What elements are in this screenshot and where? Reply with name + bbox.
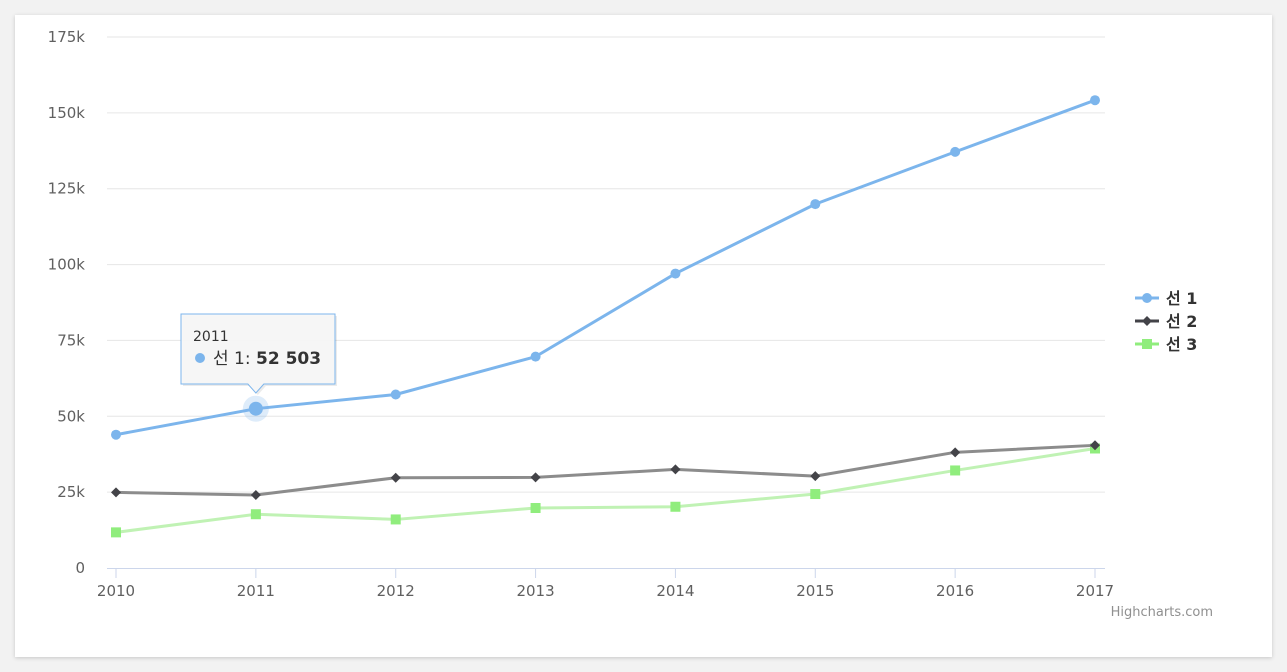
legend-item-1[interactable]: 선 1	[1135, 289, 1197, 308]
legend-item-2[interactable]: 선 2	[1135, 312, 1197, 331]
legend-symbol-marker[interactable]	[1142, 293, 1152, 303]
x-tick-label: 2013	[516, 582, 554, 600]
series-2	[111, 440, 1100, 500]
data-point[interactable]	[810, 199, 821, 210]
legend-label[interactable]: 선 3	[1166, 335, 1197, 354]
x-tick-label: 2016	[936, 582, 974, 600]
y-tick-label: 25k	[57, 483, 85, 501]
series-group	[111, 95, 1100, 538]
data-point[interactable]	[111, 487, 121, 498]
data-point[interactable]	[950, 447, 961, 458]
legend: 선 1 선 2 선 3	[1135, 289, 1197, 354]
y-tick-label: 125k	[48, 180, 86, 198]
series-line[interactable]	[114, 98, 1097, 437]
legend-item-3[interactable]: 선 3	[1135, 335, 1197, 354]
legend-symbol-marker[interactable]	[1142, 316, 1152, 326]
data-point[interactable]	[390, 389, 401, 400]
data-point[interactable]	[248, 401, 263, 416]
credits-link[interactable]: Highcharts.com	[1111, 605, 1213, 620]
data-point[interactable]	[1090, 95, 1100, 106]
y-axis-labels: 0 25k 50k 75k 100k 125k 150k 175k	[48, 28, 86, 577]
tooltip-box	[180, 313, 336, 394]
data-point[interactable]	[950, 465, 961, 476]
data-point[interactable]	[530, 503, 541, 514]
data-point[interactable]	[390, 514, 401, 525]
y-tick-label: 175k	[48, 28, 86, 46]
series-1	[111, 95, 1100, 440]
tooltip-value: 52 503	[256, 349, 321, 369]
data-point[interactable]	[1090, 440, 1100, 451]
legend-symbol-marker[interactable]	[1142, 339, 1152, 349]
y-tick-label: 150k	[48, 104, 86, 122]
tooltip-x-value: 2011	[193, 329, 229, 345]
x-tick-label: 2017	[1076, 582, 1114, 600]
y-tick-label: 75k	[57, 331, 85, 349]
x-tick-label: 2012	[377, 582, 415, 600]
y-tick-label: 50k	[57, 407, 85, 425]
x-tick-label: 2010	[97, 582, 135, 600]
x-tick-label: 2015	[796, 582, 834, 600]
data-point[interactable]	[670, 464, 681, 475]
legend-label[interactable]: 선 2	[1166, 312, 1197, 331]
data-point[interactable]	[111, 429, 121, 440]
x-axis-ticks	[115, 568, 1096, 578]
data-point[interactable]	[670, 501, 681, 512]
series-line[interactable]	[114, 443, 1097, 497]
tooltip-series-label: 선 1: 52 503	[213, 349, 321, 369]
series-line[interactable]	[114, 446, 1097, 534]
data-point[interactable]	[111, 527, 121, 538]
data-point[interactable]	[250, 509, 261, 520]
y-tick-label: 0	[75, 559, 85, 577]
data-point[interactable]	[810, 489, 821, 500]
data-point[interactable]	[530, 351, 541, 362]
data-point[interactable]	[250, 489, 261, 500]
y-tick-label: 100k	[48, 256, 86, 274]
legend-label[interactable]: 선 1	[1166, 289, 1197, 308]
series-3	[111, 443, 1100, 538]
tooltip: 2011 선 1: 52 503	[180, 313, 337, 395]
data-point[interactable]	[810, 471, 821, 482]
data-point[interactable]	[530, 472, 541, 483]
data-point[interactable]	[950, 146, 961, 157]
grid-lines	[107, 36, 1105, 493]
data-point[interactable]	[390, 472, 401, 483]
data-point[interactable]	[670, 268, 681, 279]
tooltip-series-dot	[195, 353, 205, 363]
x-tick-label: 2014	[656, 582, 694, 600]
x-tick-label: 2011	[237, 582, 275, 600]
x-axis-labels: 2010 2011 2012 2013 2014 2015 2016 2017	[97, 582, 1114, 600]
